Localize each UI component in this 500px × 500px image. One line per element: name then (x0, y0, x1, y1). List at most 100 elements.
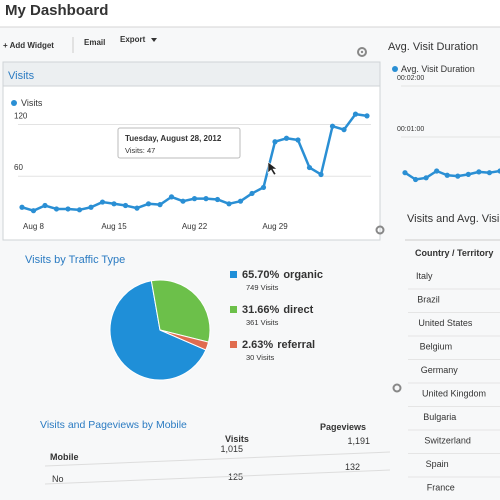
tooltip-box (117, 127, 241, 159)
line (404, 169, 500, 181)
point (19, 204, 25, 210)
point (111, 201, 117, 207)
point (260, 184, 267, 191)
point (341, 127, 347, 133)
point (249, 190, 255, 197)
country: Italy (416, 271, 433, 281)
widget-titlebar (2, 61, 381, 87)
point (434, 168, 440, 174)
legend-label: 65.70% organic (242, 269, 323, 281)
legend-label: 2.63% referral (242, 339, 315, 351)
table-rule (44, 451, 391, 467)
cell: 1,015 (220, 444, 243, 454)
country: United Kingdom (422, 389, 486, 399)
y-tick-label: 00:02:00 (397, 75, 424, 82)
gear-icon[interactable] (357, 47, 367, 57)
legend-value: 2.63% (242, 339, 273, 351)
row-label: Mobile (50, 452, 79, 462)
row-label: No (52, 474, 64, 484)
widget-title: Visits by Traffic Type (25, 254, 125, 266)
point (42, 202, 48, 209)
country: Bulgaria (423, 412, 456, 422)
country: Brazil (417, 295, 440, 305)
point (423, 175, 429, 181)
toolbar-button[interactable]: Export (120, 35, 146, 44)
cell: 132 (345, 462, 360, 472)
legend-swatch (230, 271, 237, 278)
toolbar-button[interactable]: Email (84, 38, 105, 47)
point (444, 172, 450, 178)
legend-label: 31.66% direct (242, 304, 314, 316)
point (168, 194, 175, 200)
point (191, 196, 198, 202)
y-tick-label: 60 (14, 163, 23, 172)
cell: 125 (228, 472, 243, 482)
country: Spain (426, 459, 449, 469)
point (180, 198, 186, 204)
cell: 1,191 (347, 436, 370, 446)
country: France (427, 483, 455, 493)
point (295, 137, 301, 143)
legend-sublabel: 749 Visits (246, 283, 279, 292)
country: Germany (421, 365, 459, 375)
legend-value: 65.70% (242, 269, 280, 281)
cursor (267, 161, 278, 176)
point (465, 171, 471, 177)
point (283, 135, 290, 141)
point (226, 201, 232, 207)
toolbar-button[interactable]: + Add Widget (3, 41, 54, 50)
x-tick-label: Aug 29 (262, 222, 288, 231)
point (402, 170, 408, 176)
widget-title: Avg. Visit Duration (388, 41, 478, 53)
point (476, 169, 482, 175)
gear-icon[interactable] (392, 383, 402, 393)
point (329, 123, 336, 129)
legend-category: direct (283, 304, 313, 316)
gear-icon[interactable] (375, 225, 385, 235)
point (65, 206, 71, 212)
point (157, 202, 163, 208)
table-rule (44, 469, 391, 485)
point (134, 205, 140, 211)
country: Switzerland (424, 436, 471, 446)
legend-swatch (230, 341, 237, 348)
point (99, 199, 106, 205)
point (30, 208, 37, 214)
point (486, 170, 493, 176)
legend-dot (11, 100, 17, 106)
x-tick-label: Aug 22 (182, 222, 208, 231)
widget-title: Visits and Pageviews by Mobile (40, 419, 187, 431)
y-tick-label: 120 (14, 111, 28, 120)
country: Belgium (420, 342, 453, 352)
column-header: Country / Territory (415, 248, 493, 258)
legend-swatch (230, 306, 237, 313)
point (364, 113, 370, 119)
x-tick-label: Aug 15 (101, 222, 127, 231)
legend-category: referral (277, 339, 315, 351)
point (237, 198, 244, 204)
legend-value: 31.66% (242, 304, 280, 316)
point (122, 202, 129, 209)
column-header: Visits (225, 434, 249, 444)
point (145, 201, 152, 207)
tooltip-title: Tuesday, August 28, 2012 (125, 134, 222, 143)
legend-sublabel: 361 Visits (246, 318, 279, 327)
point (306, 164, 313, 171)
point (272, 139, 278, 145)
pie-slice (109, 280, 207, 381)
legend-label: Avg. Visit Duration (401, 64, 475, 74)
point (352, 111, 359, 117)
widget-title: Visits and Avg. Visi (407, 213, 499, 225)
page-title: My Dashboard (5, 2, 108, 19)
y-tick-label: 00:01:00 (397, 126, 424, 133)
legend-category: organic (283, 269, 323, 281)
pie-slice (159, 329, 210, 351)
point (88, 204, 94, 210)
point (203, 196, 209, 202)
point (318, 171, 324, 178)
header-bar (0, 0, 500, 27)
x-tick-label: Aug 8 (23, 222, 44, 231)
point (412, 176, 419, 183)
point (455, 173, 461, 179)
point (214, 196, 221, 203)
